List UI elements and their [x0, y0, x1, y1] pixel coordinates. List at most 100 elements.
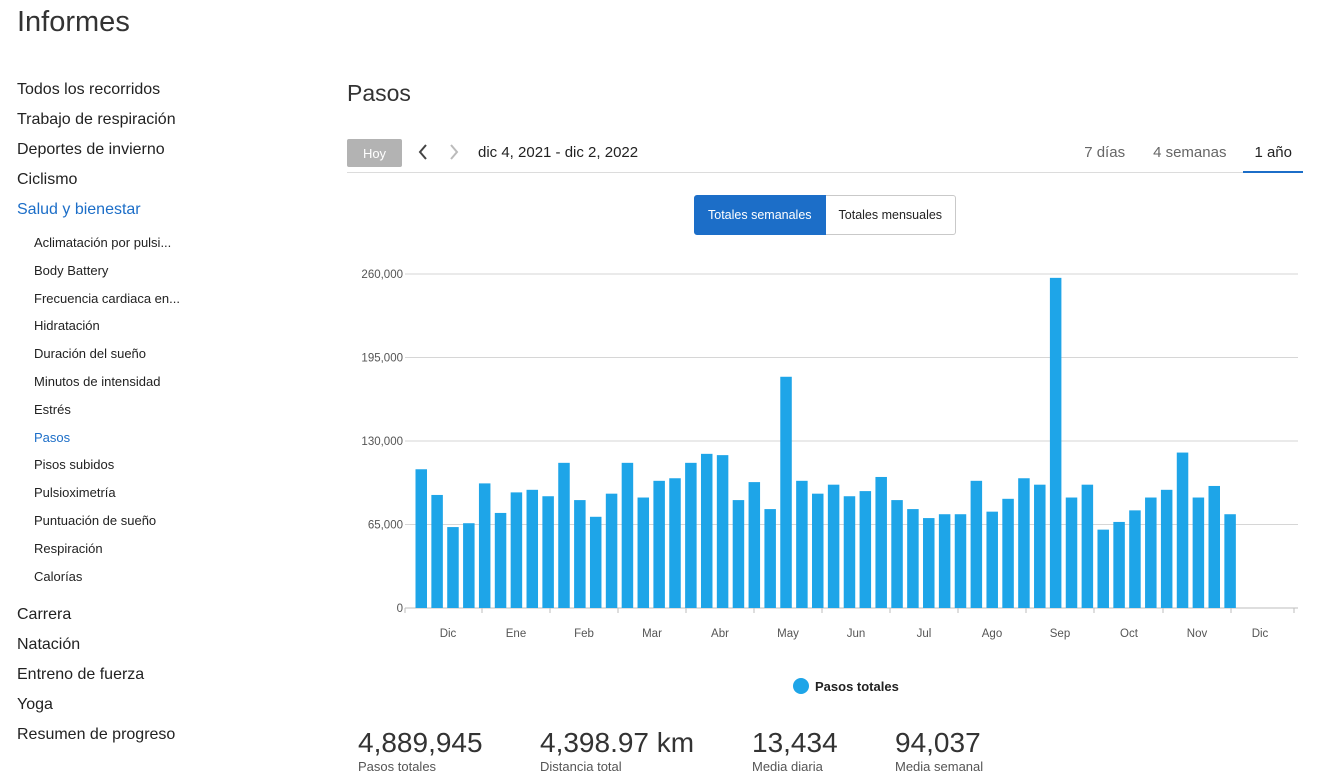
bar[interactable]: [1113, 521, 1125, 608]
sidebar-item-ciclismo[interactable]: Ciclismo: [17, 171, 78, 188]
bar[interactable]: [463, 523, 475, 608]
bar[interactable]: [1145, 497, 1157, 608]
bar[interactable]: [542, 496, 554, 608]
bar[interactable]: [923, 518, 935, 608]
bar[interactable]: [1176, 452, 1189, 608]
sidebar-item-yoga[interactable]: Yoga: [17, 696, 53, 714]
chevron-left-icon[interactable]: [413, 140, 433, 164]
x-tick-label: Oct: [1120, 628, 1139, 640]
bar[interactable]: [812, 493, 824, 608]
x-tick-label: Nov: [1187, 628, 1208, 640]
sidebar-item-carrera[interactable]: Carrera: [17, 606, 72, 624]
sidebar-subitem-respiracion[interactable]: Respiración: [34, 540, 103, 556]
bar[interactable]: [685, 462, 697, 608]
bar[interactable]: [843, 496, 856, 608]
y-tick-label: 65,000: [368, 520, 403, 532]
bar[interactable]: [796, 480, 808, 608]
bar[interactable]: [494, 512, 507, 608]
range-tab[interactable]: 4 semanas: [1153, 144, 1227, 161]
bar[interactable]: [875, 476, 887, 608]
bar[interactable]: [574, 500, 586, 608]
sidebar-subitem-calorias[interactable]: Calorías: [34, 568, 83, 584]
bar[interactable]: [732, 500, 745, 608]
bar[interactable]: [431, 494, 443, 608]
bar[interactable]: [938, 514, 951, 608]
bar[interactable]: [415, 469, 428, 608]
weekly-totals-button[interactable]: Totales semanales: [694, 195, 826, 235]
bar[interactable]: [764, 509, 776, 608]
steps-chart: 0 65,000 130,000 195,000 260,000 Dic Ene Feb Mar…: [361, 269, 1298, 640]
bar[interactable]: [1208, 485, 1221, 608]
bar[interactable]: [653, 480, 665, 608]
range-tab[interactable]: 1 año: [1243, 138, 1303, 173]
bar[interactable]: [954, 514, 967, 608]
chevron-right-icon[interactable]: [444, 140, 464, 164]
bar[interactable]: [526, 489, 539, 608]
sidebar-item-resumen-de-progreso[interactable]: Resumen de progreso: [17, 726, 176, 744]
sidebar-subitem-pisos-subidos[interactable]: Pisos subidos: [34, 457, 115, 473]
bar[interactable]: [621, 462, 634, 608]
bar[interactable]: [716, 455, 729, 608]
sidebar-item-entreno-de-fuerza[interactable]: Entreno de fuerza: [17, 666, 145, 684]
bar[interactable]: [748, 482, 761, 608]
range-tab[interactable]: 7 días: [1084, 144, 1126, 161]
bar[interactable]: [780, 376, 792, 608]
sidebar-subitem-frecuencia-cardiaca-en[interactable]: Frecuencia cardiaca en...: [34, 290, 180, 306]
totals-toggle: Totales semanales Totales mensuales: [694, 195, 957, 235]
chart-legend[interactable]: Pasos totales: [793, 678, 899, 694]
bar[interactable]: [669, 478, 681, 608]
bar[interactable]: [986, 511, 998, 608]
bar[interactable]: [827, 484, 840, 608]
bar[interactable]: [1018, 478, 1030, 608]
bar[interactable]: [1160, 489, 1173, 608]
sidebar-subitem-minutos-de-intensidad[interactable]: Minutos de intensidad: [34, 373, 161, 389]
sidebar-subitem-hidratacion[interactable]: Hidratación: [34, 318, 100, 334]
stat-value: 94,037: [895, 727, 981, 758]
bar[interactable]: [637, 497, 650, 608]
sidebar-item-deportes-de-invierno[interactable]: Deportes de invierno: [17, 141, 165, 158]
date-toolbar: Hoy dic 4, 2021 - dic 2, 2022 7 días 4 se…: [347, 138, 1303, 173]
bar[interactable]: [700, 453, 713, 608]
stat-value: 4,889,945: [358, 727, 483, 758]
sidebar-subitem-body-battery[interactable]: Body Battery: [34, 262, 109, 278]
sidebar-item-natacion[interactable]: Natación: [17, 636, 81, 654]
bar[interactable]: [1081, 484, 1094, 608]
x-tick-label: Ene: [506, 628, 526, 640]
sidebar-item-salud-y-bienestar[interactable]: Salud y bienestar: [17, 201, 141, 218]
bar[interactable]: [1034, 484, 1046, 608]
page-title: Informes: [17, 6, 130, 38]
x-tick-label: May: [777, 628, 799, 640]
sidebar-subitem-aclimatacion-por-pulsi[interactable]: Aclimatación por pulsi...: [34, 235, 172, 250]
bar[interactable]: [907, 509, 919, 608]
sidebar-subitem-pulsioximetria[interactable]: Pulsioximetría: [34, 485, 116, 501]
bar[interactable]: [1065, 497, 1078, 608]
bar[interactable]: [1192, 497, 1205, 608]
bar[interactable]: [589, 516, 602, 608]
today-button[interactable]: Hoy: [347, 139, 402, 167]
sidebar-item-todos-los-recorridos[interactable]: Todos los recorridos: [17, 81, 161, 98]
bar[interactable]: [447, 527, 459, 608]
sidebar-subitem-puntuacion-de-sueno[interactable]: Puntuación de sueño: [34, 512, 157, 528]
bar[interactable]: [1002, 498, 1014, 608]
legend-marker: [793, 678, 809, 694]
bar[interactable]: [1129, 510, 1141, 608]
bar[interactable]: [970, 480, 983, 608]
bar[interactable]: [510, 492, 523, 608]
sidebar-subitem-estres[interactable]: Estrés: [34, 401, 71, 417]
x-tick-label: Mar: [642, 628, 662, 640]
bar[interactable]: [1049, 277, 1062, 608]
bar[interactable]: [558, 462, 570, 608]
bar[interactable]: [1224, 514, 1236, 608]
sidebar-subitem-pasos[interactable]: Pasos: [34, 429, 71, 445]
bar[interactable]: [1097, 529, 1109, 608]
monthly-totals-button[interactable]: Totales mensuales: [825, 195, 957, 235]
bar[interactable]: [478, 483, 491, 608]
bar[interactable]: [605, 493, 618, 608]
x-tick-label: Jul: [917, 628, 932, 640]
sidebar-subitem-duracion-del-sueno[interactable]: Duración del sueño: [34, 346, 147, 362]
stat-block: 94,037 Media semanal: [895, 727, 983, 775]
bar[interactable]: [891, 500, 903, 608]
sidebar-item-trabajo-de-respiracion[interactable]: Trabajo de respiración: [17, 111, 176, 128]
stat-value: 13,434: [752, 727, 838, 758]
bar[interactable]: [859, 491, 872, 608]
